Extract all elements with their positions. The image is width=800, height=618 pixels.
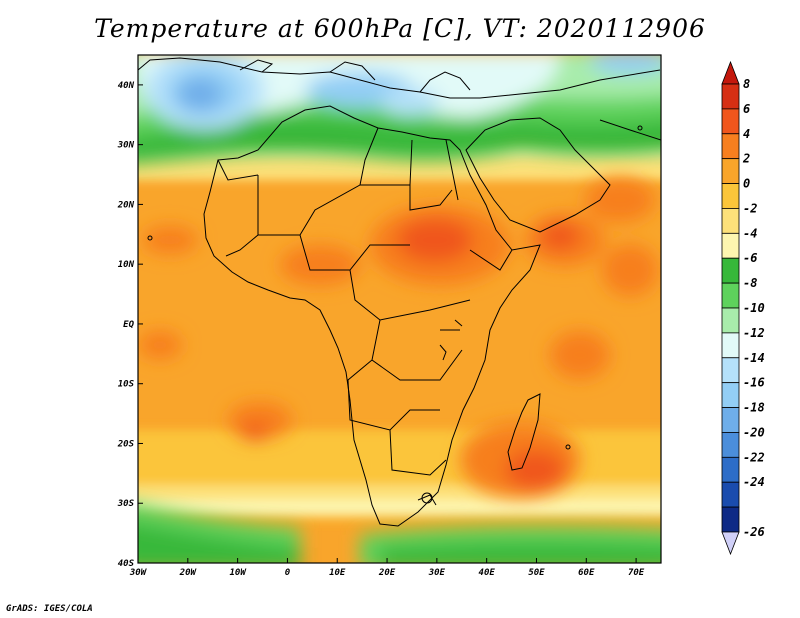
lat-tick-label: 30S xyxy=(117,499,135,509)
colorbar-label: -8 xyxy=(743,276,757,290)
lat-tick-label: 10N xyxy=(118,260,135,270)
map-frame xyxy=(137,54,662,564)
lon-tick-label: 40E xyxy=(479,568,496,578)
colorbar-label: -6 xyxy=(743,251,757,265)
colorbar-label: -12 xyxy=(743,326,765,340)
colorbar-label: -26 xyxy=(743,525,765,539)
colorbar-swatch xyxy=(721,382,740,408)
colorbar-label: -20 xyxy=(743,425,765,439)
colorbar-label: 6 xyxy=(743,102,750,116)
colorbar-swatch xyxy=(721,208,740,234)
lat-tick-label: 20S xyxy=(117,439,135,449)
colorbar-swatch xyxy=(721,282,740,309)
colorbar-swatch xyxy=(721,506,740,533)
lon-tick-label: 30E xyxy=(428,568,446,578)
temperature-field xyxy=(138,55,661,563)
colorbar-swatch xyxy=(721,407,740,433)
colorbar-swatch xyxy=(721,257,740,284)
lon-tick-label: 60E xyxy=(578,568,595,578)
lon-tick-label: 50E xyxy=(528,568,545,578)
colorbar-label: 2 xyxy=(742,152,750,166)
colorbar-swatch xyxy=(721,456,740,483)
lon-tick-label: 0 xyxy=(285,568,291,578)
grads-credit: GrADS: IGES/COLA xyxy=(6,604,93,614)
colorbar-label: -24 xyxy=(743,475,765,489)
colorbar-top-arrow xyxy=(721,60,740,85)
lat-tick-label: 20N xyxy=(117,200,135,210)
colorbar-swatch xyxy=(721,357,740,384)
colorbar-label: 0 xyxy=(743,177,750,191)
colorbar-swatch xyxy=(721,133,740,160)
lat-tick-label: 40N xyxy=(118,81,135,91)
colorbar-label: -14 xyxy=(743,351,765,365)
longitude-axis: 30W 20W 10W 0 10E 20E 30E 40E 50E 60E 70E xyxy=(129,558,645,578)
colorbar-swatch xyxy=(721,481,740,508)
lon-tick-label: 70E xyxy=(628,568,645,578)
latitude-axis: 40N 30N 20N 10N EQ 10S 20S 30S 40S xyxy=(117,81,143,569)
colorbar-label: -10 xyxy=(743,301,765,315)
colorbar-swatch xyxy=(721,83,740,110)
colorbar-label: 8 xyxy=(743,77,750,91)
colorbar-swatch xyxy=(721,158,740,184)
lon-tick-label: 20W xyxy=(179,568,198,578)
colorbar-label: -4 xyxy=(743,226,757,240)
colorbar-label: -22 xyxy=(743,450,765,464)
lon-tick-label: 10W xyxy=(229,568,247,578)
colorbar-label: 4 xyxy=(743,127,750,141)
colorbar-swatch xyxy=(721,332,740,359)
colorbar-label: -18 xyxy=(743,401,765,415)
lon-tick-label: 10E xyxy=(329,568,346,578)
colorbar-label: -16 xyxy=(743,376,765,390)
colorbar-bottom-arrow xyxy=(721,531,740,556)
colorbar-label: -2 xyxy=(743,201,757,215)
lat-tick-label: EQ xyxy=(123,320,134,330)
colorbar-swatch xyxy=(721,232,740,259)
lat-tick-label: 40S xyxy=(118,559,135,569)
lon-tick-label: 30W xyxy=(129,568,148,578)
colorbar-swatch xyxy=(721,108,740,135)
colorbar-swatch xyxy=(721,183,740,209)
lat-tick-label: 30N xyxy=(117,141,135,151)
colorbar: 8 6 4 2 0 -2 -4 -6 -8 -10 -12 -14 -16 -18 -20 -22 -24 -26 xyxy=(721,60,765,556)
lat-tick-label: 10S xyxy=(118,380,135,390)
map-title: Temperature at 600hPa [C], VT: 202011290… xyxy=(94,14,706,43)
coastlines xyxy=(138,57,661,527)
colorbar-swatch xyxy=(721,307,740,334)
colorbar-swatch xyxy=(721,432,740,458)
lon-tick-label: 20E xyxy=(378,568,396,578)
